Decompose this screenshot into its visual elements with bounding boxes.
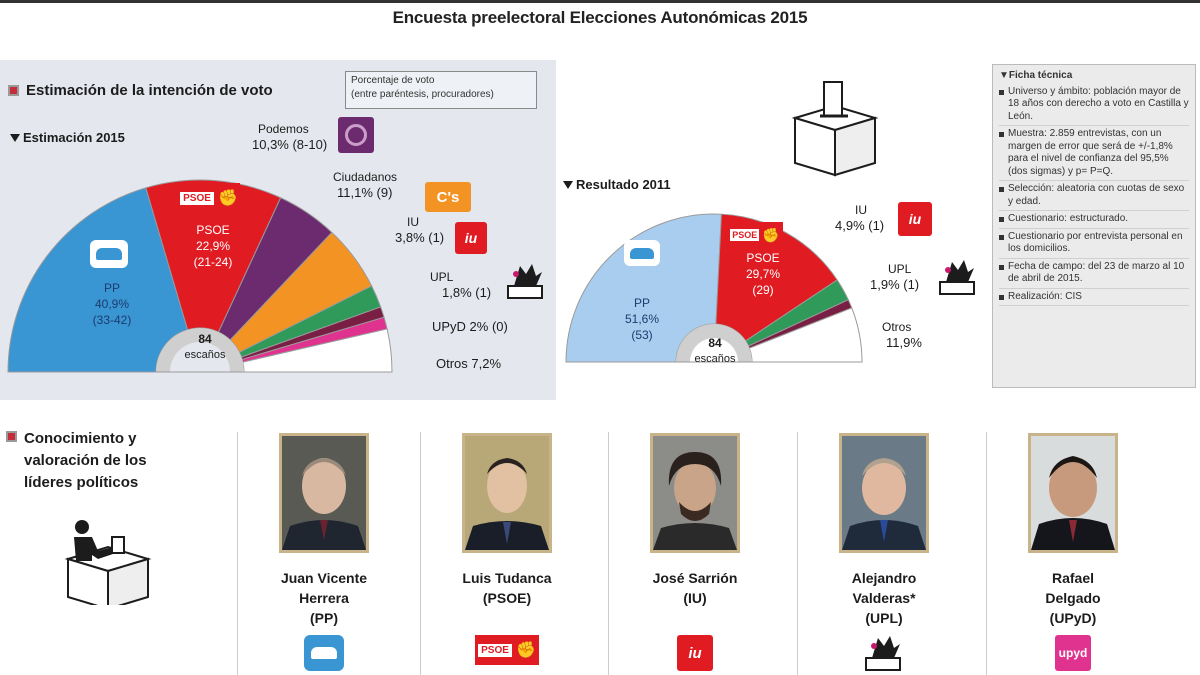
label-iu-2011: IU 4,9% (1) [835,203,885,233]
label-otros-2015: Otros 7,2% [436,356,502,371]
iu-logo-icon: iu [898,202,932,236]
label-upyd-2015: UPyD 2% (0) [432,319,508,334]
triangle-down-icon [10,133,20,142]
ficha-item: Muestra: 2.859 entrevistas, con un marge… [999,128,1189,181]
seats-total-2011: 84 escaños [694,336,736,365]
red-square-icon [8,85,19,96]
ficha-item: Selección: aleatoria con cuotas de sexo … [999,183,1189,211]
leader-photo [462,433,552,553]
psoe-logo-icon: PSOE ✊ [178,183,240,213]
cs-logo-icon: C's [425,182,471,212]
psoe-logo-icon: PSOE ✊ [727,222,783,248]
leader-photo [279,433,369,553]
voter-ballot-icon [64,520,152,605]
podemos-logo-icon [338,117,374,153]
label-pp-2011: PP 51,6% (53) [624,296,660,342]
label-cs-2015: Ciudadanos 11,1% (9) [333,170,398,200]
divider [608,432,609,675]
resultado-subheading: Resultado 2011 [563,177,671,192]
ficha-title: ▼Ficha técnica [999,70,1073,81]
pp-logo-icon [90,240,128,268]
estimacion-subheading: Estimación 2015 [10,130,125,145]
page-title: Encuesta preelectoral Elecciones Autonóm… [392,8,808,27]
divider [797,432,798,675]
ficha-item: Realización: CIS [999,291,1189,306]
inner-ring [156,328,244,372]
red-square-icon [6,431,17,442]
triangle-down-icon [563,180,573,189]
label-upl-2011: UPL 1,9% (1) [870,262,920,292]
ficha-list: Universo y ámbito: población mayor de 18… [999,86,1189,306]
label-otros-2011: Otros 11,9% [882,320,922,350]
divider [237,432,238,675]
estimacion-heading: Estimación de la intención de voto [8,82,273,99]
note-box: Porcentaje de voto (entre paréntesis, pr… [345,71,537,109]
divider [986,432,987,675]
upyd-logo-icon: upyd [1055,635,1091,671]
ballot-box-icon [790,78,880,183]
lion-icon [865,636,901,671]
ficha-item: Universo y ámbito: población mayor de 18… [999,86,1189,126]
seats-total-2015: 84 escaños [184,332,226,361]
label-iu-2015: IU 3,8% (1) [395,215,445,245]
label-pp-2015: PP 40,9% (33-42) [92,281,132,327]
leaders-heading: Conocimiento y valoración de los líderes… [6,428,206,494]
leader-photo [839,433,929,553]
label-upl-2015: UPL 1,8% (1) [430,270,492,300]
divider [420,432,421,675]
leader-photo [650,433,740,553]
top-rule [0,0,1200,3]
ficha-item: Cuestionario por entrevista personal en … [999,231,1189,259]
iu-logo-icon: iu [677,635,713,671]
label-psoe-2011: PSOE 29,7% (29) [745,251,781,297]
label-podemos-2015: Podemos 10,3% (8-10) [252,122,328,152]
pp-logo-icon [304,635,344,671]
ficha-tecnica: ▼Ficha técnica Universo y ámbito: poblac… [992,64,1196,388]
psoe-logo-icon: PSOE ✊ [475,635,539,665]
lion-icon [507,264,543,299]
ficha-item: Cuestionario: estructurado. [999,213,1189,229]
slice-psoe [145,179,282,333]
iu-logo-icon: iu [455,222,487,254]
label-psoe-2015: PSOE 22,9% (21-24) [193,223,233,269]
lion-icon [939,260,975,295]
leader-photo [1028,433,1118,553]
ficha-item: Fecha de campo: del 23 de marzo al 10 de… [999,261,1189,289]
inner-ring [676,324,752,362]
pp-logo-icon [624,240,660,266]
